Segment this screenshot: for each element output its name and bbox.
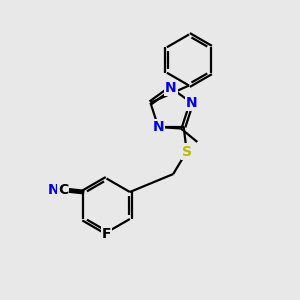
Text: N: N xyxy=(186,96,197,110)
Text: F: F xyxy=(102,227,111,241)
Text: C: C xyxy=(58,183,68,196)
Text: N: N xyxy=(152,120,164,134)
Text: N: N xyxy=(165,81,177,95)
Text: S: S xyxy=(182,145,192,159)
Text: N: N xyxy=(47,183,59,196)
